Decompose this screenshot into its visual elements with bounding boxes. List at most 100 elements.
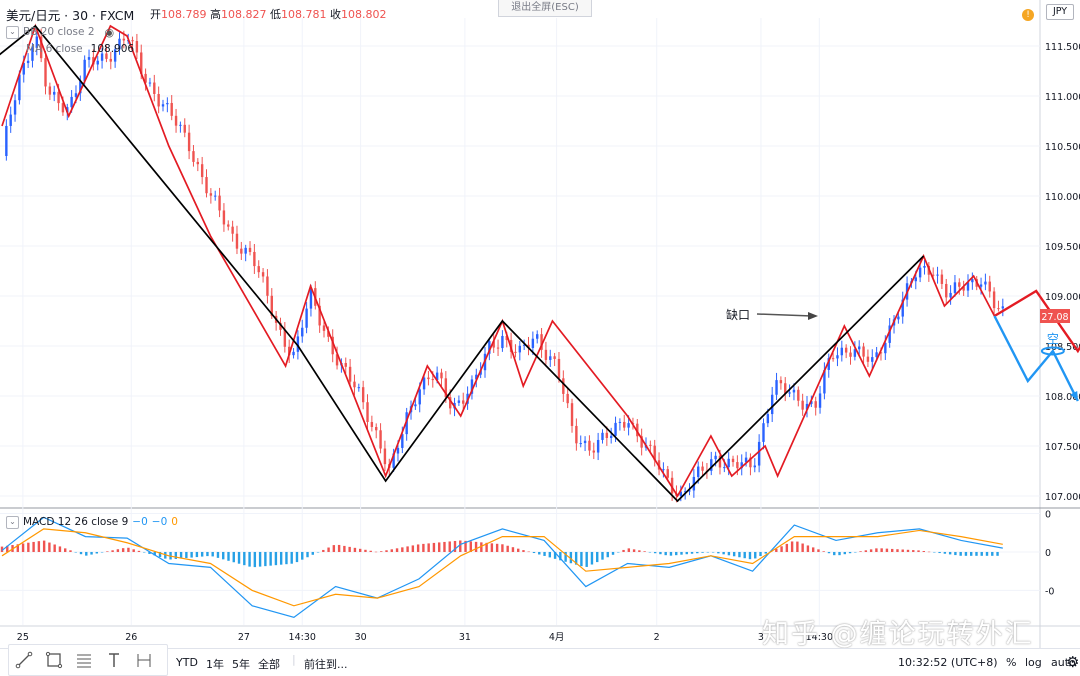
macd-hist-bar [206,551,209,557]
price-tick-label: 109.500 [1045,242,1080,253]
candle-body [666,469,669,478]
macd-hist-bar [590,551,594,565]
range-ytd[interactable]: YTD [176,656,198,669]
bb-indicator-row[interactable]: ⌄ BB 20 close 2 ◉ [6,24,114,40]
candle-body [988,281,991,292]
watermark: 知乎 @缠论玩转外汇 [762,619,1034,650]
candle-body [779,380,783,384]
settings-gear-icon[interactable]: ⚙ [1066,653,1080,671]
macd-hist-bar [780,546,783,552]
candle-body [96,60,99,65]
range-1y[interactable]: 1年 [206,658,224,671]
candle-body [5,125,8,156]
candle-body [740,462,743,469]
rectangle-icon[interactable] [45,651,63,669]
macd-hist-bar [453,540,457,552]
macd-hist-bar [348,546,351,552]
warning-icon[interactable]: ! [1022,9,1034,21]
goto-button[interactable]: 前往到... [304,658,348,671]
eye-icon[interactable]: ◉ [104,25,115,39]
candle-body [153,82,156,94]
macd-hist-bar [574,551,578,565]
candle-body [544,349,548,360]
candle-body [853,349,857,357]
macd-hist-bar [227,551,230,561]
candle-body [305,308,308,328]
candle-body [318,305,321,326]
candle-body [618,421,622,423]
macd-hist-bar [153,551,156,556]
candle-body [470,379,474,394]
candle-body [553,356,556,359]
candle-body [514,351,517,353]
candle-body [953,282,957,293]
candle-body [179,124,182,126]
low-value: 108.781 [281,8,327,21]
macd-indicator-row[interactable]: ⌄ MACD 12 26 close 9 −0 −0 0 [6,514,178,530]
price-tick-label: 108.500 [1045,342,1080,353]
macd-hist-bar [559,551,562,561]
parallel-channel-icon[interactable] [75,651,93,669]
macd-hist-bar [74,551,77,553]
trend-line-icon[interactable] [15,651,33,669]
symbol-title[interactable]: 美元/日元 · 30 · FXCM [6,8,135,23]
collapse-icon[interactable]: ⌄ [6,25,19,39]
macd-hist-bar [264,551,267,567]
measure-icon[interactable] [135,651,153,669]
candle-body [871,357,874,362]
candle-body [849,352,852,357]
macd-tick-label: -0 [1045,586,1054,597]
macd-hist-bar [685,551,688,555]
macd-hist-bar [185,551,188,559]
price-chart[interactable]: 107.000 107.500 108.000 108.500 109.000 109.5… [0,0,1080,648]
candle-body [109,58,112,62]
candle-body [140,52,143,74]
macd-hist-bar [374,551,378,553]
macd-hist-bar [443,541,446,552]
text-tool-icon[interactable] [105,651,123,669]
percent-toggle[interactable]: % [1006,656,1017,669]
ma-indicator-row[interactable]: MA 6 close 108.906 [26,41,134,57]
macd-hist-bar [859,551,862,552]
candle-body [157,93,160,107]
candle-body [83,59,86,82]
macd-hist-bar [991,551,994,556]
candle-body [131,40,134,42]
gap-label: 缺口 [726,307,750,322]
candle-body [727,458,730,468]
candle-body [723,467,726,469]
auto-toggle[interactable]: auto [1051,656,1076,669]
macd-hist-bar [675,551,678,556]
macd-hist-bar [948,551,952,555]
low-label: 低 [270,8,281,21]
toolbar-divider: | [292,653,296,666]
range-all[interactable]: 全部 [258,658,280,671]
candle-body [279,322,282,330]
macd-hist-bar [179,551,183,559]
candle-body [531,338,535,348]
candle-body [805,403,809,410]
currency-badge[interactable]: JPY [1046,4,1074,20]
macd-hist-bar [701,551,704,553]
macd-hist-bar [659,551,662,555]
candle-body [992,291,996,309]
range-5y[interactable]: 5年 [232,658,250,671]
macd-hist-bar [696,551,699,554]
macd-hist-bar [485,542,488,552]
log-toggle[interactable]: log [1025,656,1042,669]
macd-hist-bar [369,550,372,552]
macd-hist-bar [306,551,309,558]
candle-body [501,335,504,349]
price-tick-label: 109.000 [1045,292,1080,303]
collapse-icon[interactable]: ⌄ [6,515,19,529]
candle-body [435,372,439,381]
macd-hist-bar [532,551,536,554]
candle-body [335,354,339,366]
macd-hist-bar [358,548,362,552]
candle-body [44,58,47,87]
candle-body [348,366,352,382]
candle-body [301,327,304,337]
macd-hist-bar [506,545,509,552]
exit-fullscreen-button[interactable]: 退出全屏(ESC) [498,0,592,17]
